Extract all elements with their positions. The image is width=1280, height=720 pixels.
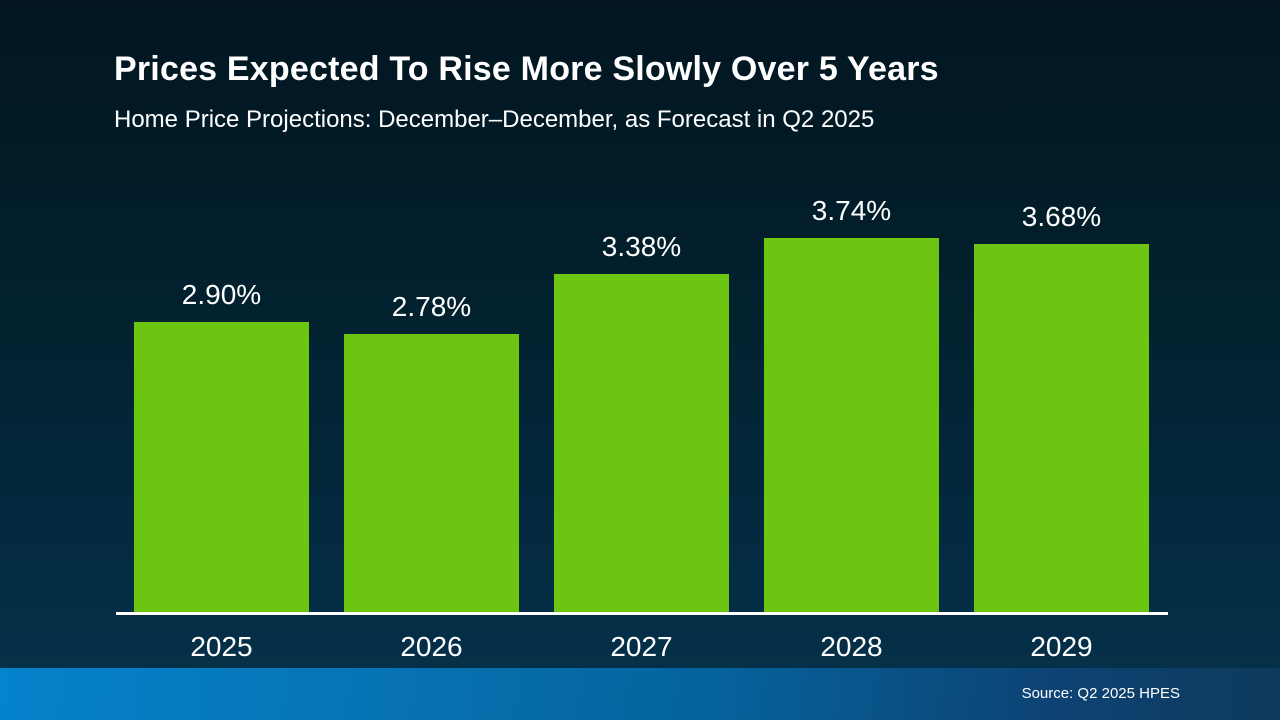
x-axis-label-2027: 2027: [610, 631, 673, 662]
bar-value-label-2025: 2.90%: [181, 279, 262, 310]
bar-2028: [764, 238, 939, 612]
x-axis-label-2028: 2028: [820, 631, 883, 662]
bar-2029: [974, 244, 1149, 612]
x-axis-label-2025: 2025: [190, 631, 253, 662]
bar-2027: [554, 274, 729, 612]
x-axis-line: [116, 612, 1168, 615]
bar-value-label-2027: 3.38%: [601, 231, 682, 262]
source-attribution: Source: Q2 2025 HPES: [1021, 685, 1180, 702]
bar-value-label-2028: 3.74%: [811, 195, 892, 226]
x-axis-label-2029: 2029: [1030, 631, 1093, 662]
bar-value-label-2029: 3.68%: [1021, 201, 1102, 232]
bar-value-label-2026: 2.78%: [391, 291, 472, 322]
bar-2026: [344, 334, 519, 612]
x-axis-label-2026: 2026: [400, 631, 463, 662]
bar-2025: [134, 322, 309, 612]
chart-subtitle: Home Price Projections: December–Decembe…: [114, 106, 875, 133]
footer-bar: Source: Q2 2025 HPES: [0, 668, 1280, 720]
chart-title: Prices Expected To Rise More Slowly Over…: [114, 50, 939, 88]
